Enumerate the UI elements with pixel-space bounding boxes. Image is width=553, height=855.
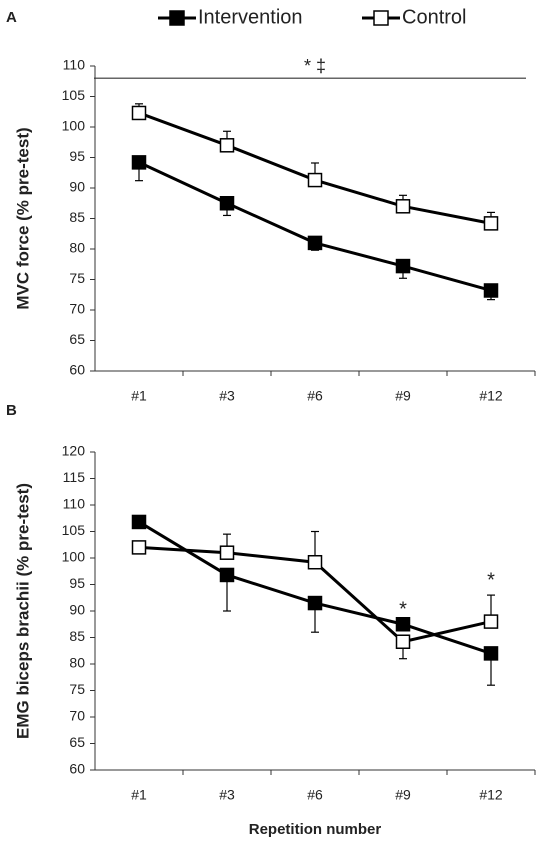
y-tick-label: 105 xyxy=(62,522,86,538)
marker xyxy=(395,258,411,274)
y-tick-label: 110 xyxy=(63,496,86,512)
y-tick-label: 65 xyxy=(69,331,85,347)
y-tick-label: 70 xyxy=(69,301,85,317)
y-tick-label: 105 xyxy=(62,87,86,103)
y-tick-label: 80 xyxy=(69,240,85,256)
x-tick-label: #9 xyxy=(395,388,411,404)
y-tick-label: 75 xyxy=(69,270,85,286)
y-tick-label: 80 xyxy=(69,655,85,671)
annotation: * xyxy=(399,599,407,621)
x-axis-label: Repetition number xyxy=(249,821,382,838)
marker xyxy=(219,567,235,583)
y-tick-label: 85 xyxy=(69,209,85,225)
legend-label: Intervention xyxy=(198,6,303,28)
y-axis-label: MVC force (% pre-test) xyxy=(13,127,32,309)
y-tick-label: 120 xyxy=(62,443,86,459)
y-tick-label: 75 xyxy=(69,681,85,697)
marker xyxy=(395,634,411,649)
y-tick-label: 110 xyxy=(63,57,86,73)
y-tick-label: 100 xyxy=(62,118,86,134)
x-tick-label: #12 xyxy=(479,388,503,404)
y-tick-label: 60 xyxy=(69,362,85,378)
marker xyxy=(307,554,323,570)
marker xyxy=(395,617,411,632)
marker xyxy=(483,216,499,231)
panel-label: A xyxy=(6,9,17,26)
legend-marker xyxy=(169,10,185,26)
legend-label: Control xyxy=(402,6,466,28)
marker xyxy=(307,235,323,251)
y-tick-label: 115 xyxy=(63,469,86,485)
annotation: * xyxy=(487,569,495,591)
panel-label: B xyxy=(6,402,17,419)
marker xyxy=(131,514,147,530)
marker xyxy=(219,196,235,211)
y-tick-label: 85 xyxy=(69,628,85,644)
x-tick-label: #9 xyxy=(395,787,411,803)
marker xyxy=(131,155,147,170)
marker xyxy=(131,105,147,121)
marker xyxy=(307,172,323,188)
significance-label: * ‡ xyxy=(304,56,326,76)
marker xyxy=(483,646,499,661)
x-tick-label: #6 xyxy=(307,787,323,803)
y-tick-label: 70 xyxy=(69,708,85,724)
marker xyxy=(395,199,411,214)
marker xyxy=(307,595,323,611)
y-tick-label: 90 xyxy=(69,602,85,618)
x-tick-label: #1 xyxy=(131,388,147,404)
y-tick-label: 65 xyxy=(69,734,85,750)
y-tick-label: 95 xyxy=(69,575,85,591)
y-tick-label: 60 xyxy=(69,761,85,777)
x-tick-label: #3 xyxy=(219,787,235,803)
y-tick-label: 90 xyxy=(69,179,85,195)
legend-marker xyxy=(373,10,389,26)
marker xyxy=(483,283,499,298)
marker xyxy=(219,545,235,560)
y-tick-label: 100 xyxy=(62,549,86,565)
x-tick-label: #3 xyxy=(219,388,235,404)
marker xyxy=(483,614,499,629)
x-tick-label: #1 xyxy=(131,787,147,803)
y-axis-label: EMG biceps brachii (% pre-test) xyxy=(13,483,32,739)
marker xyxy=(219,138,235,153)
marker xyxy=(131,540,147,555)
x-tick-label: #6 xyxy=(307,388,323,404)
y-tick-label: 95 xyxy=(69,148,85,164)
x-tick-label: #12 xyxy=(479,787,503,803)
